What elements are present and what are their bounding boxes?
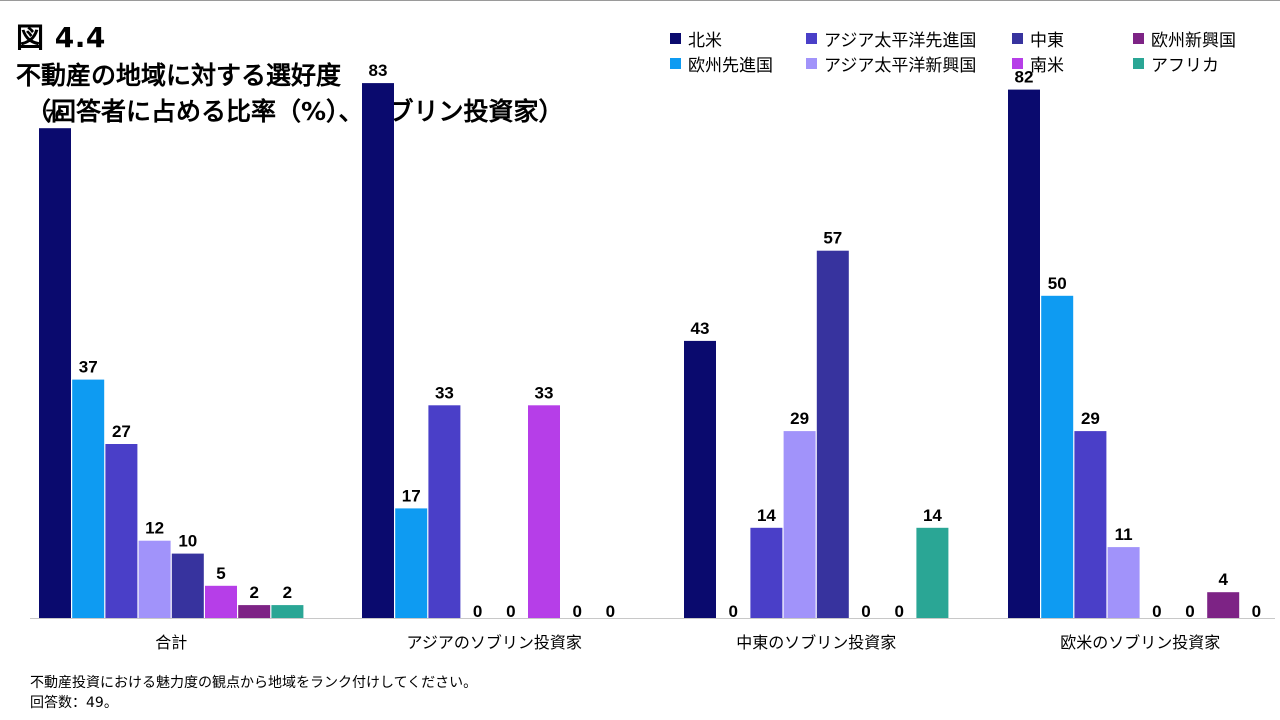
bar <box>816 250 849 618</box>
bar <box>1074 431 1107 618</box>
footnote-question: 不動産投資における魅力度の観点から地域をランク付けしてください。 <box>30 675 478 691</box>
bar-value-label: 27 <box>112 422 131 441</box>
bar-value-label: 29 <box>790 409 809 428</box>
bar <box>1008 89 1040 619</box>
legend-swatch <box>1133 58 1144 69</box>
legend-item-developed-europe: 欧州先進国 <box>670 51 773 76</box>
chart-title-line-2: （回答者に占める比率（%）、ソブリン投資家） <box>26 97 564 126</box>
bar <box>1041 295 1074 618</box>
legend-swatch <box>1133 33 1144 44</box>
legend-item-emerging-asia-pacific: アジア太平洋新興国 <box>806 51 976 76</box>
bar-value-label: 14 <box>923 506 942 525</box>
legend-swatch <box>670 58 681 69</box>
bar <box>105 444 138 618</box>
bar-value-label: 17 <box>402 486 421 505</box>
bar-value-label: 76 <box>46 106 65 125</box>
bar-value-label: 0 <box>1152 602 1161 621</box>
bar-value-label: 0 <box>572 602 581 621</box>
legend-item-middle-east: 中東 <box>1012 26 1064 51</box>
legend-label: 北米 <box>688 31 722 51</box>
legend-swatch <box>670 33 681 44</box>
legend-label: アフリカ <box>1151 56 1219 76</box>
category-label: 欧米のソブリン投資家 <box>1060 633 1220 652</box>
bar-value-label: 5 <box>216 564 225 583</box>
bar-value-label: 0 <box>473 602 482 621</box>
legend-label: 欧州先進国 <box>688 56 773 76</box>
category-label: 合計 <box>155 633 187 652</box>
bar-value-label: 10 <box>178 532 197 551</box>
bar <box>205 585 237 618</box>
figure-label: 図 4.4 <box>16 21 106 54</box>
bar <box>395 508 428 618</box>
legend-swatch <box>806 33 817 44</box>
bar-value-label: 43 <box>691 319 710 338</box>
bar-value-label: 33 <box>435 383 454 402</box>
bar-value-label: 0 <box>728 602 737 621</box>
legend-swatch <box>806 58 817 69</box>
bar-value-label: 33 <box>535 383 554 402</box>
bar <box>1207 592 1240 618</box>
legend-label: 欧州新興国 <box>1151 31 1236 51</box>
bar <box>783 431 816 618</box>
legend-label: 中東 <box>1030 31 1064 51</box>
bar <box>171 553 204 618</box>
chart-legend: 北米 欧州先進国 アジア太平洋先進国 アジア太平洋新興国 中東 南米 欧州新興国… <box>0 0 1280 80</box>
chart-title-line-1: 不動産の地域に対する選好度 <box>16 61 342 90</box>
bar-value-label: 29 <box>1081 409 1100 428</box>
bar <box>362 83 394 619</box>
bar-value-label: 83 <box>369 61 388 80</box>
bar <box>39 128 71 618</box>
bar-value-label: 0 <box>606 602 615 621</box>
category-label: アジアのソブリン投資家 <box>407 633 582 652</box>
bar-value-label: 0 <box>861 602 870 621</box>
bar-value-label: 37 <box>79 358 98 377</box>
bar <box>428 405 461 618</box>
bar-value-label: 11 <box>1115 525 1133 544</box>
bar-value-label: 82 <box>1015 68 1034 87</box>
category-label: 中東のソブリン投資家 <box>736 633 896 652</box>
legend-item-africa: アフリカ <box>1133 51 1219 76</box>
legend-label: アジア太平洋新興国 <box>824 56 977 76</box>
bar <box>72 379 105 618</box>
bar-value-label: 50 <box>1048 274 1067 293</box>
top-rule <box>0 0 1280 1</box>
legend-swatch <box>1012 58 1023 69</box>
bar-value-label: 4 <box>1218 570 1228 589</box>
bar-value-label: 12 <box>145 519 164 538</box>
bar-value-label: 0 <box>1252 602 1261 621</box>
bar <box>684 340 716 618</box>
bar <box>750 527 783 618</box>
bar-value-label: 14 <box>757 506 776 525</box>
bar <box>1107 547 1140 618</box>
bar-value-label: 2 <box>283 583 292 602</box>
legend-label: アジア太平洋先進国 <box>824 31 977 51</box>
bar-value-label: 0 <box>1185 602 1194 621</box>
bar <box>238 605 271 618</box>
bar <box>138 540 171 618</box>
legend-label: 南米 <box>1030 56 1064 76</box>
bar-value-label: 57 <box>823 229 842 248</box>
legend-item-south-america: 南米 <box>1012 51 1064 76</box>
bar <box>916 527 949 618</box>
legend-item-north-america: 北米 <box>670 26 722 51</box>
legend-item-developed-asia-pacific: アジア太平洋先進国 <box>806 26 976 51</box>
bar <box>528 405 560 618</box>
legend-item-emerging-europe: 欧州新興国 <box>1133 26 1236 51</box>
bar-value-label: 0 <box>506 602 515 621</box>
legend-swatch <box>1012 33 1023 44</box>
bar-value-label: 0 <box>894 602 903 621</box>
bar <box>271 605 304 618</box>
bar-value-label: 2 <box>249 583 258 602</box>
footnote-respondents: 回答数：49。 <box>30 695 118 711</box>
